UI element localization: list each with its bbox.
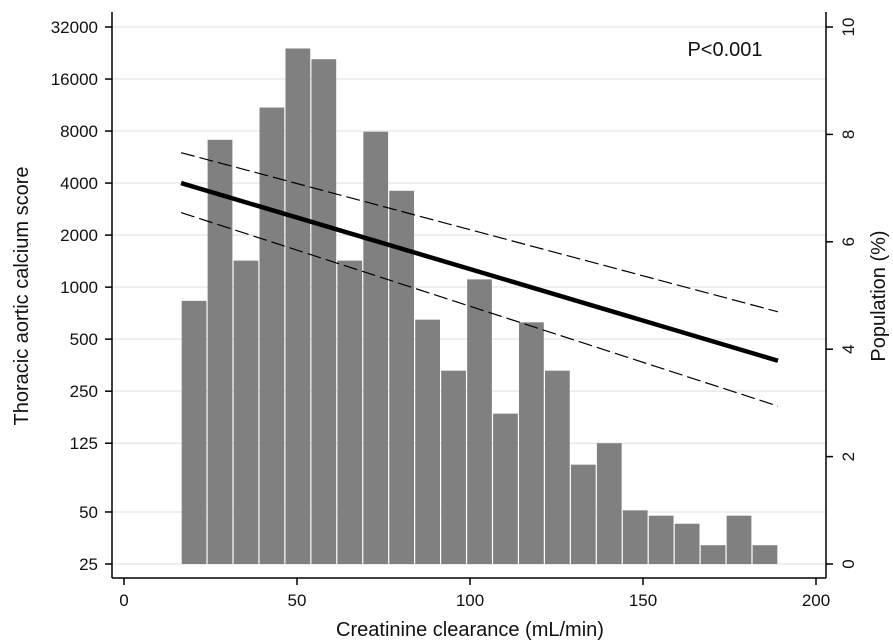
- right-y-tick-label: 8: [839, 130, 858, 139]
- ci-lower-line: [180, 212, 779, 407]
- histogram-bar: [493, 413, 518, 564]
- left-y-tick-label: 25: [79, 555, 98, 574]
- left-y-tick-label: 500: [70, 330, 98, 349]
- histogram-bar: [311, 59, 337, 564]
- histogram-bar: [285, 48, 311, 565]
- axes: 2550125250500100020004000800016000320000…: [51, 12, 858, 610]
- histogram-bar: [726, 515, 752, 564]
- histogram-bar: [363, 131, 389, 564]
- x-tick-label: 200: [802, 591, 830, 610]
- histogram-bar: [544, 370, 570, 564]
- right-y-axis-title: Population (%): [868, 230, 890, 361]
- fit-line: [180, 180, 779, 363]
- left-y-tick-label: 125: [70, 434, 98, 453]
- ci-upper-line: [180, 152, 779, 313]
- histogram-bar: [337, 260, 363, 564]
- left-y-tick-label: 2000: [60, 226, 98, 245]
- histogram-bar: [415, 319, 440, 564]
- left-y-tick-label: 16000: [51, 70, 98, 89]
- histogram-bar: [700, 545, 726, 564]
- left-y-axis-title: Thoracic aortic calcium score: [11, 167, 33, 426]
- left-y-tick-label: 1000: [60, 278, 98, 297]
- left-y-tick-label: 4000: [60, 174, 98, 193]
- right-y-tick-label: 6: [839, 237, 858, 246]
- left-y-tick-label: 32000: [51, 18, 98, 37]
- histogram-bar: [570, 464, 596, 564]
- x-tick-label: 50: [288, 591, 307, 610]
- histogram-bar: [181, 300, 207, 564]
- right-y-tick-label: 0: [839, 559, 858, 568]
- right-y-tick-label: 2: [839, 452, 858, 461]
- histogram-bar: [648, 515, 674, 564]
- regression-lines: [180, 152, 779, 407]
- histogram-bar: [467, 279, 492, 564]
- right-y-tick-label: 10: [839, 18, 858, 37]
- x-tick-label: 150: [629, 591, 657, 610]
- x-tick-label: 100: [456, 591, 484, 610]
- histogram-bar: [233, 260, 259, 564]
- x-axis-title: Creatinine clearance (mL/min): [336, 619, 604, 641]
- histogram-bar: [622, 510, 648, 564]
- histogram-bar: [752, 545, 778, 564]
- histogram-bar: [259, 107, 285, 565]
- histogram-bars: [181, 48, 778, 565]
- histogram-bar: [207, 139, 233, 564]
- left-y-tick-label: 50: [79, 503, 98, 522]
- histogram-bar: [441, 370, 466, 564]
- x-tick-label: 0: [119, 591, 128, 610]
- right-y-tick-label: 4: [839, 344, 858, 353]
- left-y-tick-label: 250: [70, 382, 98, 401]
- histogram-bar: [519, 322, 544, 564]
- left-y-tick-label: 8000: [60, 122, 98, 141]
- histogram-bar: [596, 443, 622, 564]
- histogram-bar: [674, 523, 700, 564]
- p-value-annotation: P<0.001: [687, 39, 762, 61]
